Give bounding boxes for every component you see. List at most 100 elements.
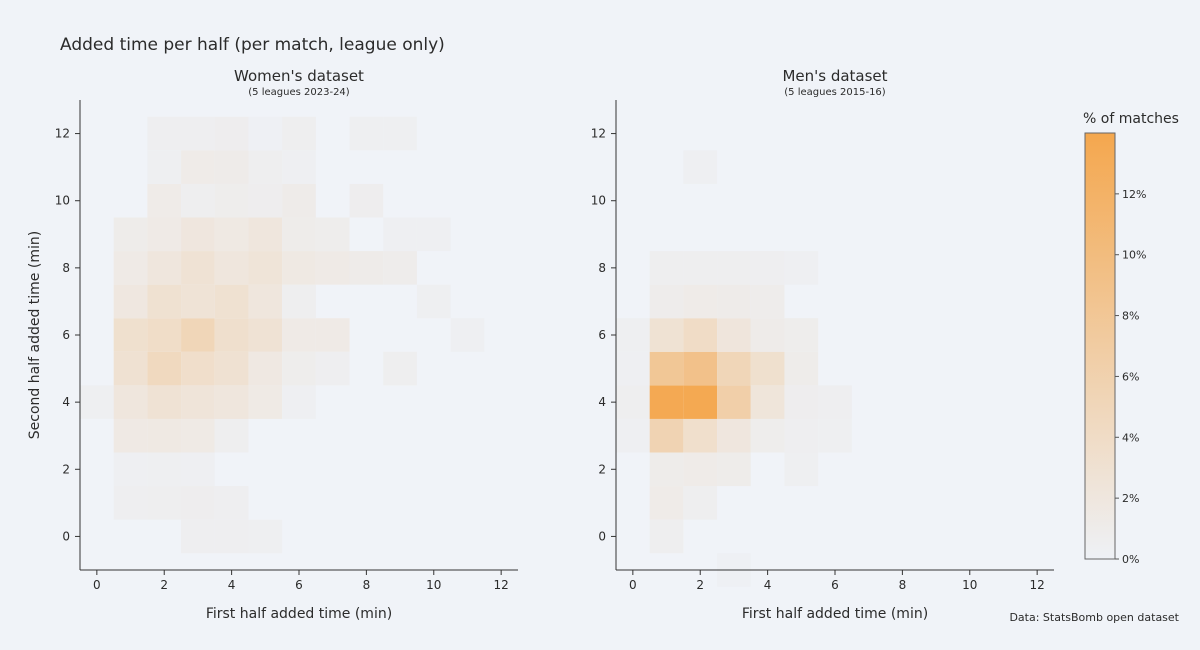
figure-title: Added time per half (per match, league o… — [60, 35, 445, 55]
women-heatmap-cell — [214, 351, 249, 386]
women-heatmap-cell — [248, 351, 283, 386]
women-heatmap-cell — [181, 150, 215, 184]
women-heatmap-cell — [181, 251, 215, 285]
men-x-tick-label: 0 — [629, 578, 637, 592]
men-heatmap-cell — [649, 519, 684, 554]
women-heatmap-cell — [181, 351, 215, 386]
women-heatmap-cell — [147, 251, 182, 285]
men-heatmap-cell — [717, 284, 751, 319]
women-heatmap-cell — [282, 150, 316, 184]
women-heatmap-cell — [113, 251, 148, 285]
men-heatmap-cell — [649, 486, 684, 520]
women-heatmap-cell — [315, 217, 350, 252]
men-heatmap-cell — [784, 385, 819, 419]
men-heatmap-cell — [616, 318, 650, 352]
women-y-tick-label: 10 — [55, 194, 70, 208]
men-heatmap-cell — [683, 284, 718, 319]
men-heatmap-cell — [649, 251, 684, 285]
women-heatmap-cells — [80, 116, 485, 554]
women-heatmap-cell — [282, 183, 316, 218]
men-heatmap-cell — [750, 385, 785, 419]
men-heatmap-cell — [616, 385, 650, 419]
women-heatmap-cell — [349, 116, 384, 151]
men-heatmap-cell — [616, 418, 650, 453]
women-heatmap-panel: Women's dataset (5 leagues 2023-24) 0 2 4 6… — [27, 67, 518, 622]
colorbar-tick-label: 0% — [1122, 553, 1139, 566]
women-heatmap-cell — [248, 217, 283, 252]
men-y-tick-label: 10 — [591, 194, 606, 208]
men-heatmap-cell — [717, 318, 751, 352]
women-heatmap-cell — [181, 116, 215, 151]
colorbar-tick-label: 10% — [1122, 249, 1146, 262]
men-heatmap-cell — [649, 318, 684, 352]
women-heatmap-cell — [147, 183, 182, 218]
men-y-tick-label: 2 — [598, 462, 606, 476]
men-heatmap-cell — [649, 351, 684, 386]
men-heatmap-cell — [784, 418, 819, 453]
women-heatmap-cell — [214, 150, 249, 184]
women-heatmap-cell — [113, 217, 148, 252]
men-heatmap-cell — [717, 418, 751, 453]
colorbar-ticks: 0% 2% 4% 6% 8% 10% 12% — [1115, 188, 1146, 566]
women-x-tick-label: 6 — [295, 578, 303, 592]
women-heatmap-cell — [147, 452, 182, 487]
women-heatmap-cell — [181, 284, 215, 319]
men-heatmap-cell — [717, 251, 751, 285]
women-heatmap-cell — [282, 116, 316, 151]
women-y-axis-label: Second half added time (min) — [27, 231, 43, 439]
men-heatmap-cell — [818, 385, 852, 419]
men-x-tick-label: 10 — [962, 578, 977, 592]
women-heatmap-cell — [248, 519, 283, 554]
women-heatmap-cell — [214, 519, 249, 554]
women-x-tick-label: 4 — [228, 578, 236, 592]
women-x-tick-label: 2 — [160, 578, 168, 592]
colorbar-label: % of matches — [1083, 111, 1179, 127]
women-y-tick-label: 2 — [62, 462, 70, 476]
women-x-tick-label: 10 — [426, 578, 441, 592]
men-heatmap-cell — [750, 351, 785, 386]
men-heatmap-cell — [784, 452, 819, 487]
women-heatmap-cell — [282, 318, 316, 352]
men-x-axis-label: First half added time (min) — [742, 606, 928, 622]
women-heatmap-cell — [147, 318, 182, 352]
colorbar-tick-label: 8% — [1122, 310, 1139, 323]
women-heatmap-cell — [113, 351, 148, 386]
women-x-axis-label: First half added time (min) — [206, 606, 392, 622]
women-y-tick-label: 6 — [62, 328, 70, 342]
women-heatmap-cell — [383, 217, 417, 252]
men-heatmap-cells — [616, 150, 852, 587]
women-y-tick-label: 0 — [62, 529, 70, 543]
colorbar-tick-label: 2% — [1122, 492, 1139, 505]
men-heatmap-cell — [649, 418, 684, 453]
women-heatmap-cell — [147, 284, 182, 319]
men-heatmap-cell — [649, 452, 684, 487]
women-heatmap-cell — [214, 418, 249, 453]
women-heatmap-cell — [113, 452, 148, 487]
women-x-tick-label: 12 — [494, 578, 509, 592]
colorbar-tick-label: 12% — [1122, 188, 1146, 201]
women-heatmap-cell — [214, 486, 249, 520]
colorbar-tick-label: 4% — [1122, 431, 1139, 444]
women-heatmap-cell — [282, 385, 316, 419]
men-y-tick-label: 0 — [598, 529, 606, 543]
women-heatmap-cell — [214, 183, 249, 218]
men-heatmap-cell — [717, 385, 751, 419]
women-heatmap-cell — [315, 351, 350, 386]
men-heatmap-panel: Men's dataset (5 leagues 2015-16) 0 2 4 6 8 1… — [591, 67, 1054, 622]
men-x-tick-label: 8 — [899, 578, 907, 592]
women-heatmap-cell — [282, 351, 316, 386]
men-axes: 0 2 4 6 8 10 12 0 2 4 6 8 10 12 — [591, 100, 1054, 592]
women-heatmap-cell — [282, 284, 316, 319]
women-heatmap-cell — [181, 519, 215, 554]
women-y-tick-label: 4 — [62, 395, 70, 409]
women-panel-title: Women's dataset — [234, 67, 364, 85]
men-heatmap-cell — [683, 351, 718, 386]
women-heatmap-cell — [248, 251, 283, 285]
men-heatmap-cell — [818, 418, 852, 453]
men-y-tick-label: 4 — [598, 395, 606, 409]
women-heatmap-cell — [416, 217, 451, 252]
women-heatmap-cell — [181, 385, 215, 419]
men-heatmap-cell — [683, 486, 718, 520]
